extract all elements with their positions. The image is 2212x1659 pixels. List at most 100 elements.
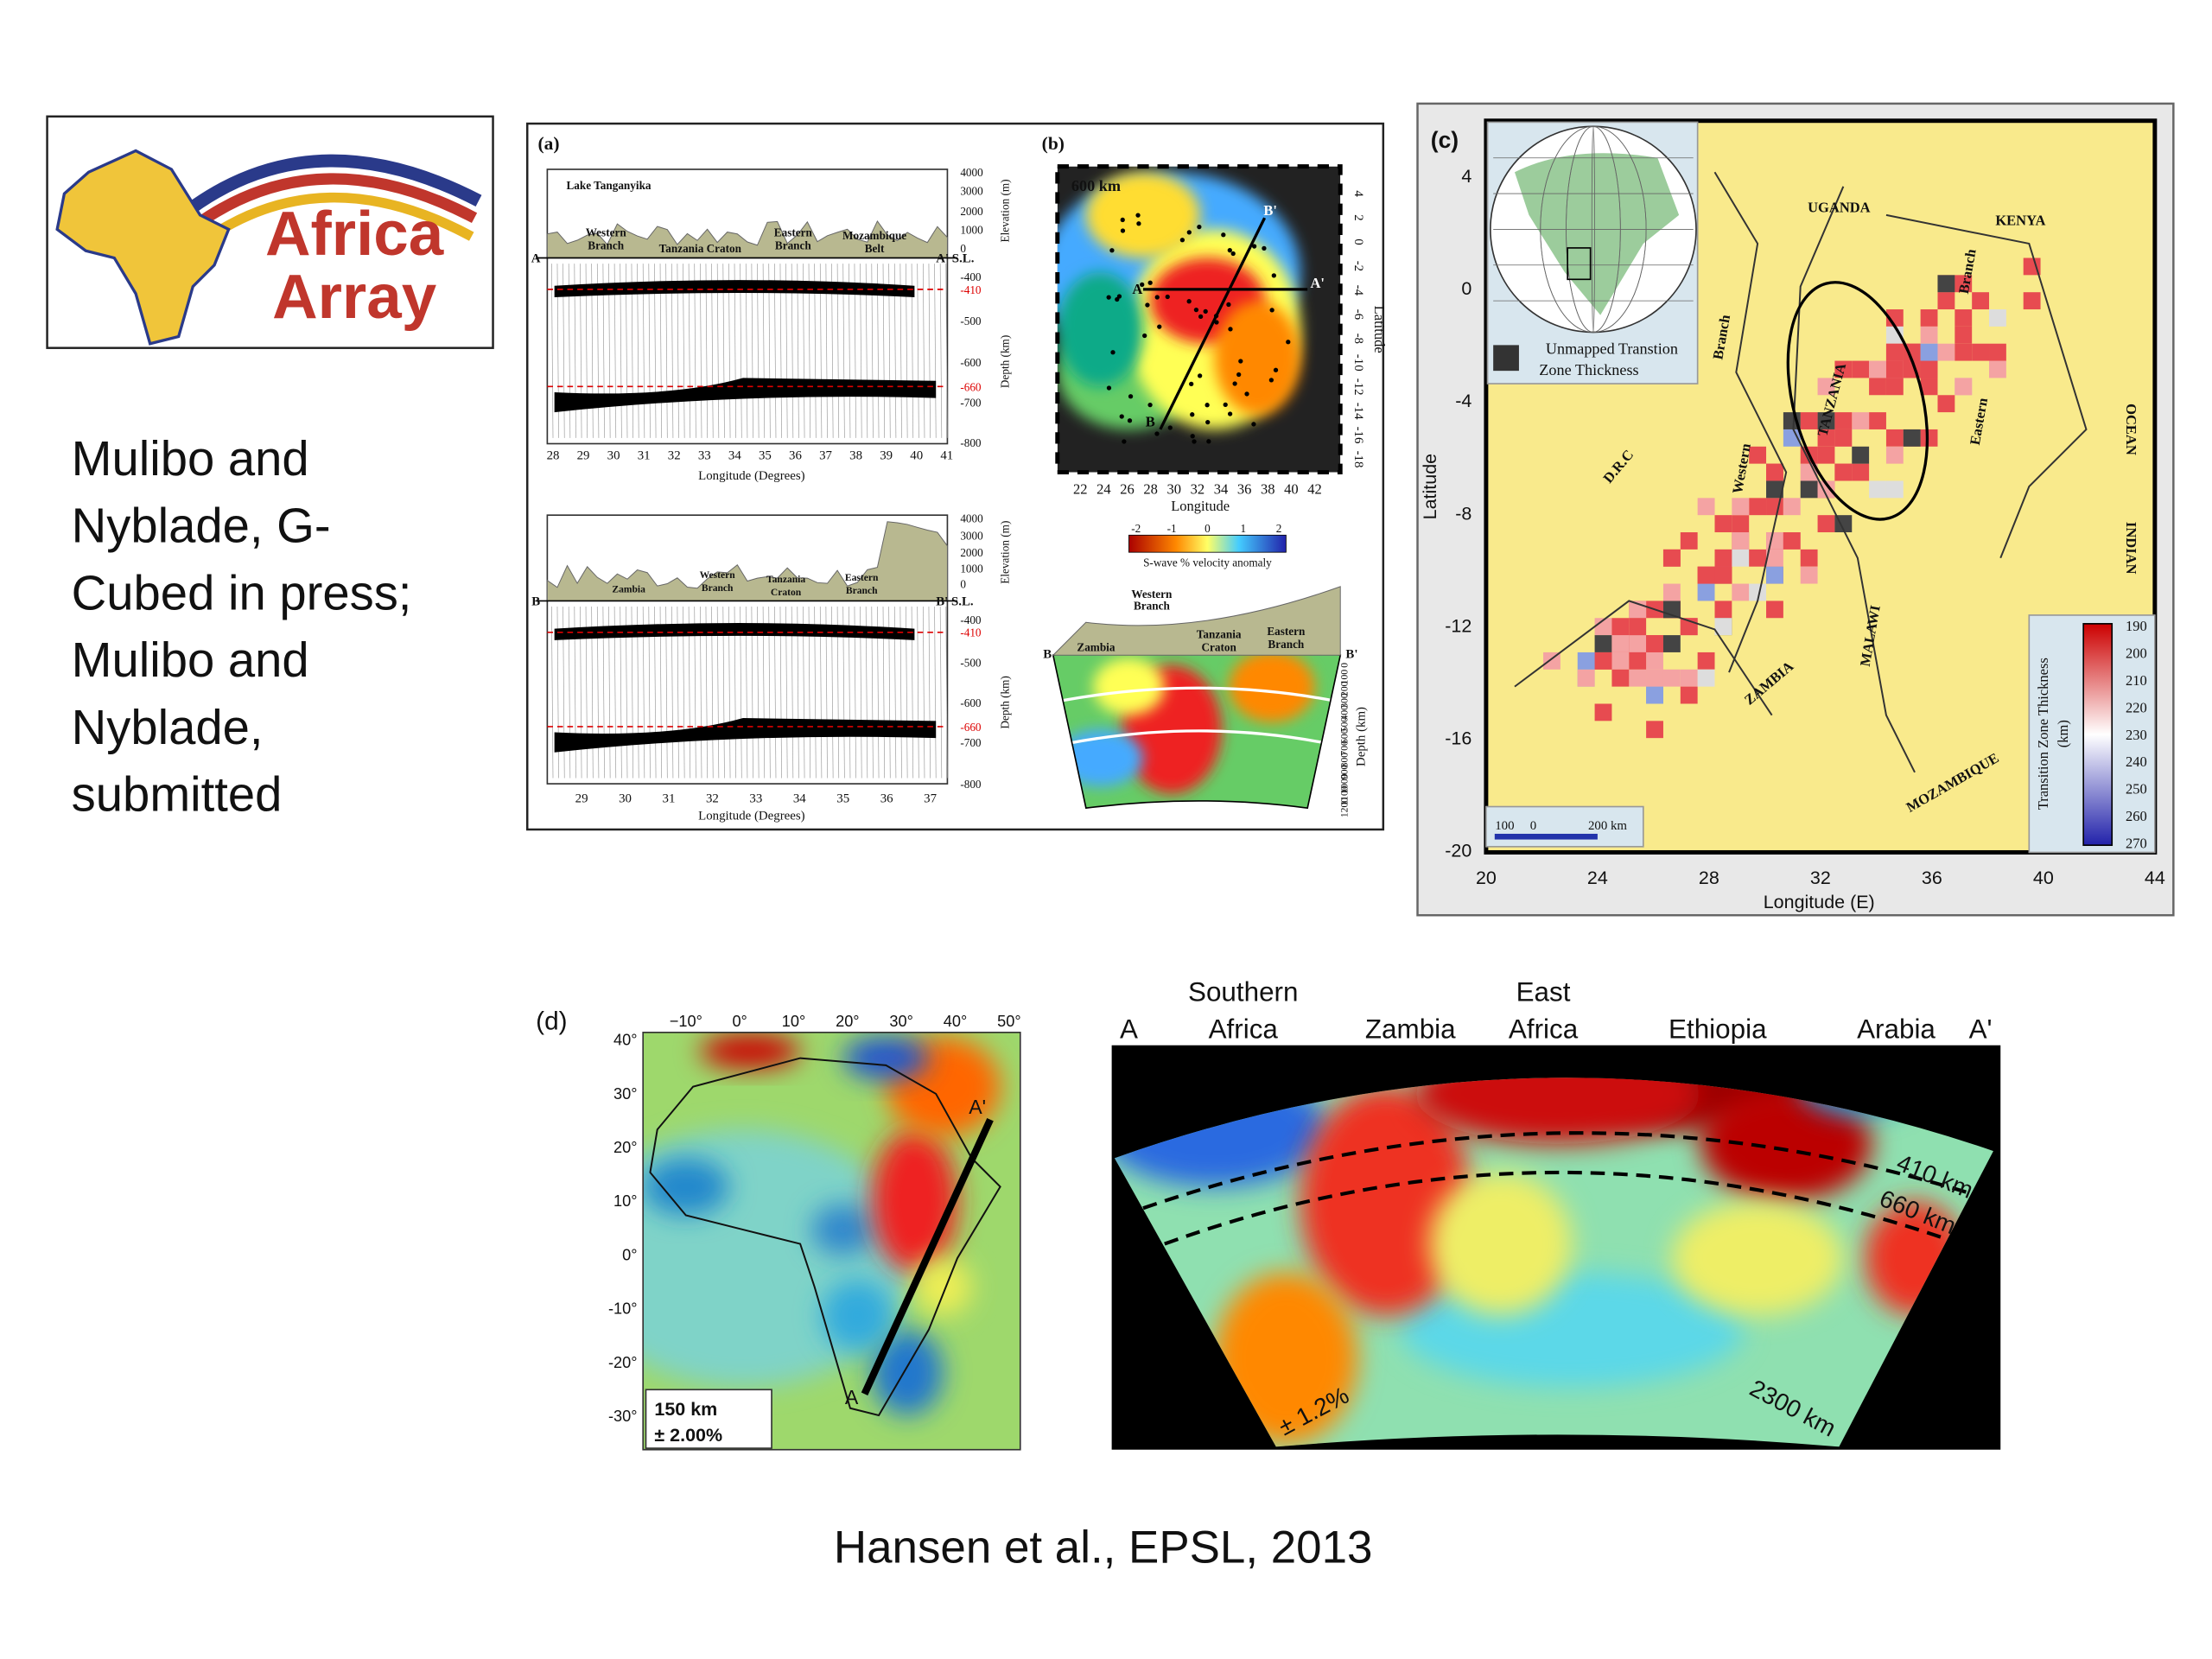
label: B' (1263, 202, 1277, 219)
label: 28 (547, 449, 560, 463)
label: Zambia (1077, 640, 1115, 653)
label: B (1043, 648, 1052, 662)
shape (1903, 429, 1921, 447)
label: A (1132, 281, 1142, 297)
shape (1190, 412, 1195, 417)
label: 36 (789, 449, 802, 463)
label: Ethiopia (1669, 1014, 1767, 1044)
label: Lake Tanganyika (566, 179, 651, 192)
shape (1680, 532, 1698, 550)
label: (km) (2055, 720, 2071, 747)
shape (1085, 172, 1201, 258)
shape (1229, 651, 1315, 722)
label: 200 (2126, 645, 2147, 662)
shape (1697, 498, 1715, 516)
label: 0 (1530, 819, 1536, 833)
label: Branch (1134, 599, 1171, 612)
label: -660 (960, 721, 982, 734)
shape (1611, 618, 1630, 636)
shape (1136, 221, 1141, 226)
shape (1186, 299, 1192, 304)
shape (1885, 429, 1904, 447)
shape (1120, 217, 1125, 223)
label: 220 (2126, 699, 2147, 715)
label: Africa (1209, 1014, 1279, 1044)
label: 40 (2033, 868, 2054, 888)
label: Elevation (m) (999, 521, 1012, 584)
label: 36 (880, 792, 893, 806)
label: 210 (2126, 672, 2147, 689)
shape (1110, 350, 1116, 355)
label: -400 (960, 613, 982, 626)
shape (1800, 566, 1818, 584)
label: B' (1345, 648, 1357, 662)
shape (1786, 281, 1929, 521)
shape (1680, 669, 1698, 687)
label: 42 (1307, 480, 1322, 497)
shape (1164, 1170, 1961, 1246)
shape (934, 607, 937, 779)
label: 40 (1284, 480, 1299, 497)
shape (1165, 294, 1170, 300)
label: 38 (1261, 480, 1275, 497)
label: 1000 (1338, 773, 1350, 793)
shape (1697, 652, 1715, 670)
label: East (1516, 976, 1571, 1007)
shape (871, 1329, 944, 1416)
shape (1167, 425, 1173, 430)
shape (1749, 498, 1767, 516)
label: 33 (749, 792, 762, 806)
label: 100 (1495, 819, 1514, 833)
shape (1834, 412, 1853, 429)
label: 24 (1096, 480, 1111, 497)
shape (1214, 301, 1300, 416)
label: Zambia (612, 583, 645, 594)
label: 28 (1699, 868, 1719, 888)
label: Zone Thickness (1539, 361, 1638, 378)
shape (1223, 402, 1228, 408)
shape (1230, 251, 1236, 257)
shape (1414, 1077, 1700, 1144)
label: ± 2.00% (654, 1425, 722, 1446)
label: 32 (668, 449, 681, 463)
shape (1885, 360, 1904, 378)
label: 900 (1338, 764, 1350, 779)
shape (917, 264, 919, 438)
label: Craton (771, 587, 802, 598)
label: Branch (702, 582, 734, 594)
label: 20° (836, 1013, 860, 1030)
label: 36 (1922, 868, 1942, 888)
shape (1955, 326, 1973, 344)
shape (1766, 463, 1783, 481)
label: A' S.L. (936, 251, 975, 265)
label: -410 (960, 626, 982, 639)
label: -20 (1445, 841, 1471, 861)
label: Elevation (m) (999, 179, 1012, 242)
citation: Hansen et al., EPSL, 2013 (834, 1522, 1373, 1573)
label: 29 (575, 792, 588, 806)
label: 10° (782, 1013, 806, 1030)
citation-line: Mulibo and (72, 431, 309, 486)
label: Craton (1201, 640, 1236, 653)
shape (1109, 248, 1115, 253)
label: -1 (1167, 522, 1177, 535)
label: -800 (960, 778, 982, 791)
shape (1205, 419, 1211, 425)
shape (1662, 669, 1681, 687)
shape (1800, 480, 1818, 499)
label: Tanzania (766, 574, 805, 585)
label: 0 (1351, 238, 1365, 245)
shape (1205, 403, 1210, 408)
shape (1197, 225, 1202, 230)
shape (1869, 480, 1886, 499)
label: 800 (1338, 753, 1350, 768)
label: Arabia (1857, 1014, 1936, 1044)
label: 1 (1240, 522, 1246, 535)
label: -4 (1455, 391, 1471, 411)
label: 44 (2145, 868, 2165, 888)
label: 30 (1166, 480, 1181, 497)
shape (1646, 652, 1663, 670)
label: -500 (960, 656, 982, 669)
shape (643, 1032, 1020, 1450)
logo-text: Africa (265, 199, 444, 269)
